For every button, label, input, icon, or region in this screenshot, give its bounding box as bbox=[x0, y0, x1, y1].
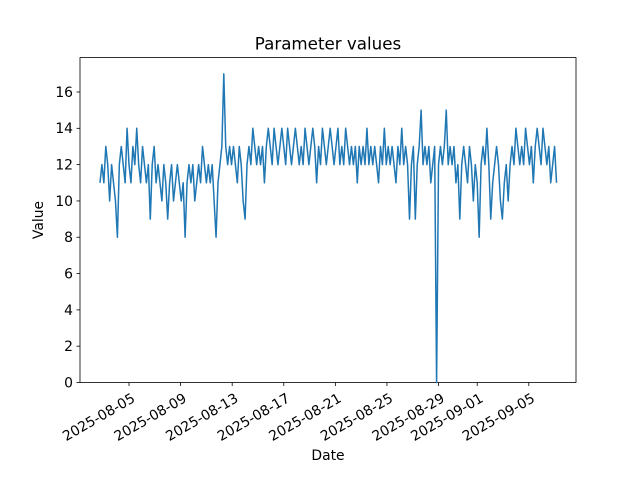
x-axis-label: Date bbox=[311, 448, 344, 464]
y-axis-label: Value bbox=[31, 201, 47, 239]
y-tick-label: 12 bbox=[55, 158, 73, 174]
y-tick-label: 0 bbox=[64, 375, 73, 391]
plot-area bbox=[79, 57, 577, 383]
y-tick-label: 4 bbox=[64, 303, 73, 319]
y-tick-label: 16 bbox=[55, 85, 73, 101]
y-tick-label: 8 bbox=[64, 230, 73, 246]
y-tick-label: 6 bbox=[64, 266, 73, 282]
data-line bbox=[99, 73, 558, 384]
y-tick-label: 14 bbox=[55, 121, 73, 137]
chart-title: Parameter values bbox=[255, 34, 401, 54]
y-tick-label: 10 bbox=[55, 194, 73, 210]
y-tick-label: 2 bbox=[64, 339, 73, 355]
